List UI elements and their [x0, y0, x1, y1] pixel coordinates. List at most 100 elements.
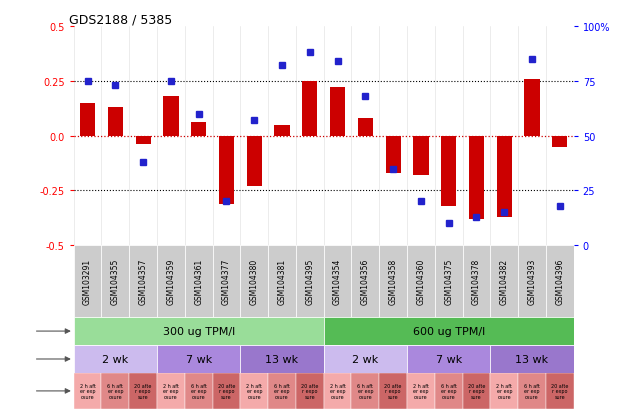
Text: 20 afte
r expo
sure: 20 afte r expo sure	[135, 383, 152, 399]
Bar	[441, 136, 456, 206]
Text: GDS2188 / 5385: GDS2188 / 5385	[69, 14, 172, 27]
Text: GSM104382: GSM104382	[500, 259, 509, 304]
Text: 7 wk: 7 wk	[186, 354, 212, 364]
Bar	[247, 136, 262, 187]
Text: 6 h aft
er exp
osure: 6 h aft er exp osure	[191, 383, 206, 399]
Text: GSM104375: GSM104375	[444, 259, 453, 305]
Bar	[379, 373, 407, 409]
Bar	[191, 123, 206, 136]
Bar	[463, 246, 490, 317]
Text: GSM104378: GSM104378	[472, 259, 481, 305]
Bar	[463, 373, 490, 409]
Text: 2 h aft
er exp
osure: 2 h aft er exp osure	[413, 383, 429, 399]
Text: 2 wk: 2 wk	[103, 354, 128, 364]
Bar	[518, 373, 546, 409]
Bar	[80, 103, 96, 136]
Bar	[163, 97, 179, 136]
Bar	[157, 246, 185, 317]
Bar	[135, 136, 151, 145]
Bar	[490, 373, 518, 409]
Bar	[240, 373, 268, 409]
Text: GSM104377: GSM104377	[222, 259, 231, 305]
Text: 2 h aft
er exp
osure: 2 h aft er exp osure	[163, 383, 179, 399]
Text: GSM104358: GSM104358	[388, 259, 397, 305]
Bar	[552, 136, 567, 147]
Text: GSM104361: GSM104361	[194, 259, 203, 305]
Text: 6 h aft
er exp
osure: 6 h aft er exp osure	[524, 383, 540, 399]
Bar	[351, 246, 379, 317]
Bar	[157, 345, 240, 373]
Bar	[74, 345, 157, 373]
Text: 2 h aft
er exp
osure: 2 h aft er exp osure	[329, 383, 345, 399]
Bar	[324, 373, 351, 409]
Bar	[330, 88, 345, 136]
Text: 20 afte
r expo
sure: 20 afte r expo sure	[385, 383, 402, 399]
Text: 20 afte
r expo
sure: 20 afte r expo sure	[301, 383, 319, 399]
Text: GSM104356: GSM104356	[361, 259, 370, 305]
Text: GSM104357: GSM104357	[138, 259, 147, 305]
Bar	[108, 108, 123, 136]
Bar	[274, 125, 290, 136]
Bar	[129, 246, 157, 317]
Bar	[240, 246, 268, 317]
Text: GSM104380: GSM104380	[250, 259, 259, 305]
Bar	[324, 317, 574, 345]
Text: 2 wk: 2 wk	[353, 354, 378, 364]
Bar	[302, 81, 317, 136]
Bar	[185, 246, 213, 317]
Bar	[435, 246, 463, 317]
Bar	[324, 345, 407, 373]
Bar	[213, 373, 240, 409]
Bar	[518, 246, 546, 317]
Bar	[413, 136, 429, 176]
Bar	[407, 345, 490, 373]
Text: 6 h aft
er exp
osure: 6 h aft er exp osure	[441, 383, 456, 399]
Bar	[129, 373, 157, 409]
Text: 2 h aft
er exp
osure: 2 h aft er exp osure	[246, 383, 262, 399]
Bar	[469, 136, 484, 219]
Bar	[546, 373, 574, 409]
Text: 13 wk: 13 wk	[265, 354, 299, 364]
Bar	[185, 373, 213, 409]
Text: 2 h aft
er exp
osure: 2 h aft er exp osure	[79, 383, 96, 399]
Bar	[296, 373, 324, 409]
Bar	[351, 373, 379, 409]
Bar	[74, 317, 324, 345]
Text: GSM104395: GSM104395	[305, 259, 314, 305]
Bar	[358, 119, 373, 136]
Bar	[546, 246, 574, 317]
Bar	[497, 136, 512, 217]
Bar	[435, 373, 463, 409]
Bar	[296, 246, 324, 317]
Text: 6 h aft
er exp
osure: 6 h aft er exp osure	[274, 383, 290, 399]
Text: 6 h aft
er exp
osure: 6 h aft er exp osure	[108, 383, 123, 399]
Bar	[157, 373, 185, 409]
Text: GSM104360: GSM104360	[417, 259, 426, 305]
Bar	[268, 246, 296, 317]
Bar	[219, 136, 234, 204]
Text: GSM104396: GSM104396	[555, 259, 564, 305]
Text: GSM104359: GSM104359	[167, 259, 176, 305]
Bar	[385, 136, 401, 173]
Bar	[324, 246, 351, 317]
Text: 300 ug TPM/l: 300 ug TPM/l	[163, 326, 235, 336]
Text: 20 afte
r expo
sure: 20 afte r expo sure	[468, 383, 485, 399]
Bar	[101, 373, 129, 409]
Text: GSM104393: GSM104393	[528, 259, 537, 305]
Bar	[240, 345, 324, 373]
Bar	[407, 246, 435, 317]
Bar	[407, 373, 435, 409]
Text: 20 afte
r expo
sure: 20 afte r expo sure	[218, 383, 235, 399]
Bar	[268, 373, 296, 409]
Bar	[379, 246, 407, 317]
Bar	[524, 79, 540, 136]
Text: 20 afte
r expo
sure: 20 afte r expo sure	[551, 383, 569, 399]
Text: 7 wk: 7 wk	[436, 354, 462, 364]
Text: 600 ug TPM/l: 600 ug TPM/l	[413, 326, 485, 336]
Bar	[74, 373, 101, 409]
Text: 13 wk: 13 wk	[515, 354, 549, 364]
Text: 6 h aft
er exp
osure: 6 h aft er exp osure	[358, 383, 373, 399]
Text: GSM104354: GSM104354	[333, 259, 342, 305]
Text: GSM104381: GSM104381	[278, 259, 287, 304]
Bar	[490, 345, 574, 373]
